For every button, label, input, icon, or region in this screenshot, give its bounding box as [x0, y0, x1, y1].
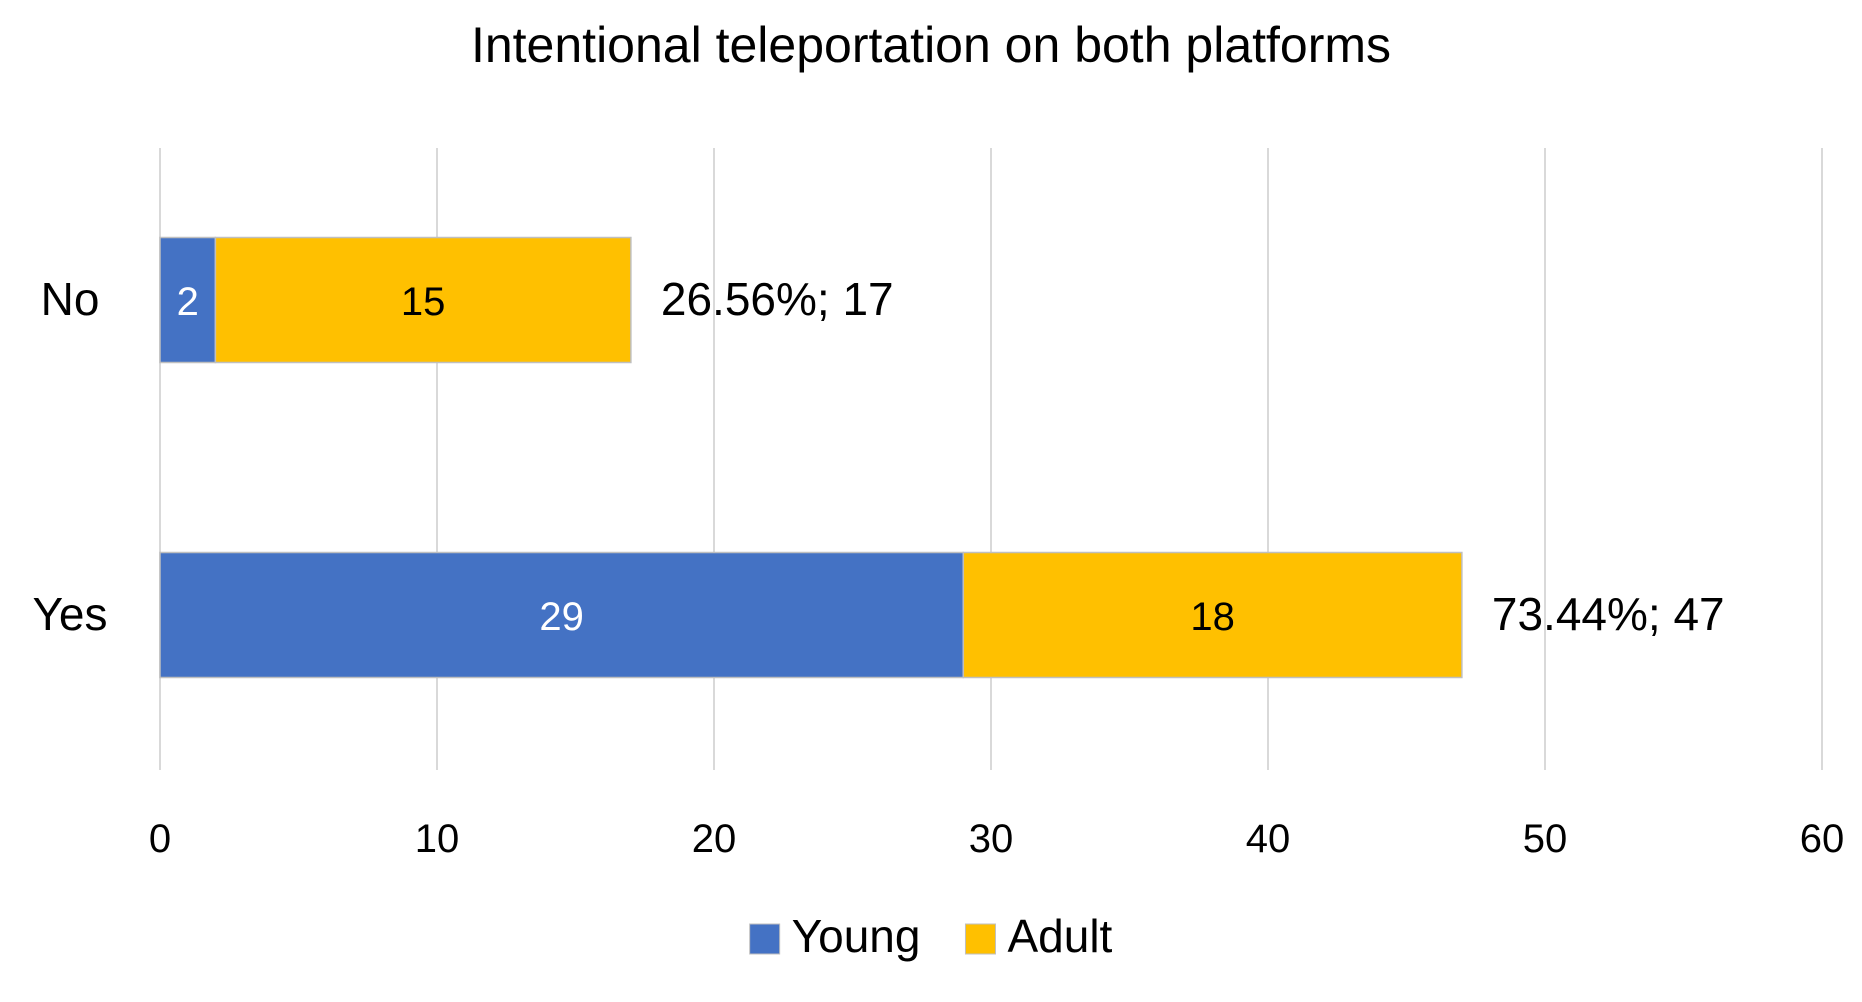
legend-swatch — [749, 923, 781, 955]
bar-segment-adult — [214, 236, 632, 364]
legend-label: Adult — [1007, 910, 1112, 962]
chart-title: Intentional teleportation on both platfo… — [471, 17, 1391, 73]
legend-item: Young — [749, 910, 921, 962]
legend-swatch — [964, 923, 996, 955]
y-axis: No Yes — [32, 273, 107, 640]
data-labels: 2 15 26.56%; 17 29 18 73.44%; 47 — [177, 273, 1725, 640]
bar-segment-young — [159, 236, 217, 364]
legend-label: Young — [792, 910, 921, 962]
legend-item: Adult — [964, 910, 1113, 962]
bar-segment-young — [159, 551, 965, 679]
x-tick-label: 40 — [1246, 817, 1291, 861]
bars — [159, 236, 1463, 679]
bar-value-label: 29 — [539, 595, 584, 639]
bar-value-label: 15 — [401, 280, 446, 324]
bar-total-label: 26.56%; 17 — [661, 273, 894, 325]
x-axis: 0 10 20 30 40 50 60 — [149, 817, 1844, 861]
bar-segment-adult — [962, 551, 1463, 679]
x-tick-label: 0 — [149, 817, 171, 861]
x-tick-label: 20 — [692, 817, 737, 861]
x-tick-label: 30 — [969, 817, 1014, 861]
x-tick-label: 50 — [1523, 817, 1568, 861]
x-tick-label: 60 — [1800, 817, 1845, 861]
y-category-label: No — [41, 273, 100, 325]
bar-value-label: 18 — [1190, 595, 1235, 639]
x-tick-label: 10 — [415, 817, 460, 861]
bar-value-label: 2 — [177, 280, 199, 324]
y-category-label: Yes — [32, 588, 107, 640]
bar-total-label: 73.44%; 47 — [1492, 588, 1725, 640]
legend: Young Adult — [749, 910, 1113, 962]
